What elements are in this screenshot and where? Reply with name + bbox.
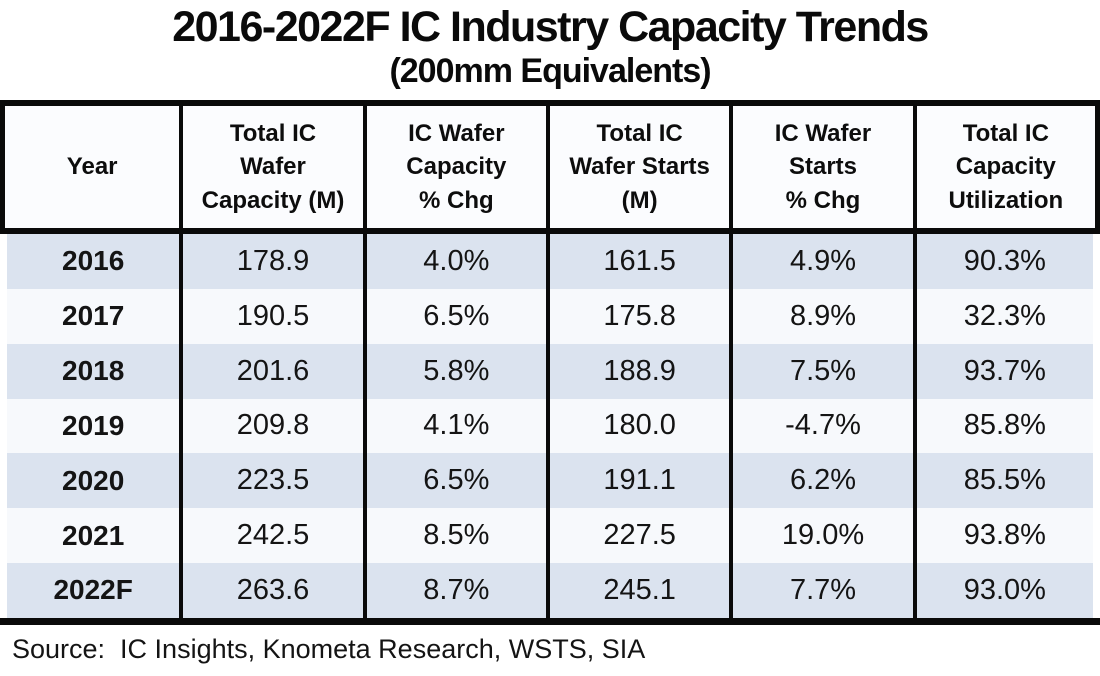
value-cell: 4.0% [366, 234, 550, 289]
year-cell: 2017 [0, 288, 184, 344]
value-cell: 6.5% [366, 453, 550, 509]
value-cell: 85.8% [916, 398, 1100, 454]
column-header-ic-wafer-capacity-chg: IC Wafer Capacity % Chg [366, 106, 550, 228]
value-cell: 4.1% [366, 398, 550, 454]
table-row-2022F: 2022F 263.6 8.7% 245.1 7.7% 93.0% [0, 563, 1100, 618]
value-cell: 190.5 [183, 288, 367, 344]
column-header-total-ic-wafer-starts: Total IC Wafer Starts (M) [549, 106, 734, 228]
table-row-2019: 2019 209.8 4.1% 180.0 -4.7% 85.8% [0, 398, 1100, 454]
value-cell: 93.7% [916, 343, 1100, 399]
value-cell: 201.6 [183, 343, 367, 399]
table-body: 2016 178.9 4.0% 161.5 4.9% 90.3% 2017 19… [0, 234, 1100, 618]
column-header-ic-wafer-starts-chg: IC Wafer Starts % Chg [733, 106, 917, 228]
value-cell: 7.5% [733, 343, 917, 399]
column-header-total-ic-wafer-capacity: Total IC Wafer Capacity (M) [183, 106, 367, 228]
table-row-2020: 2020 223.5 6.5% 191.1 6.2% 85.5% [0, 453, 1100, 509]
value-cell: 8.7% [366, 563, 550, 618]
page-title: 2016-2022F IC Industry Capacity Trends [172, 3, 929, 51]
year-cell: 2020 [0, 453, 184, 509]
value-cell: 263.6 [183, 563, 367, 618]
year-cell: 2016 [0, 234, 184, 289]
value-cell: 8.9% [733, 288, 917, 344]
value-cell: 227.5 [549, 508, 734, 564]
value-cell: 180.0 [549, 398, 734, 454]
source-line: Source: IC Insights, Knometa Research, W… [0, 625, 1100, 675]
value-cell: 188.9 [549, 343, 734, 399]
value-cell: 32.3% [916, 288, 1100, 344]
table-bottom-border [0, 617, 1100, 625]
value-cell: -4.7% [733, 398, 917, 454]
value-cell: 93.0% [916, 563, 1100, 618]
value-cell: 90.3% [916, 234, 1100, 289]
year-cell: 2018 [0, 343, 184, 399]
value-cell: 6.5% [366, 288, 550, 344]
year-cell: 2019 [0, 398, 184, 454]
table-row-2017: 2017 190.5 6.5% 175.8 8.9% 32.3% [0, 288, 1100, 344]
value-cell: 245.1 [549, 563, 734, 618]
column-header-year: Year [0, 106, 184, 228]
table-header-row: Year Total IC Wafer Capacity (M) IC Wafe… [0, 100, 1100, 234]
source-text: Source: IC Insights, Knometa Research, W… [12, 634, 646, 665]
value-cell: 8.5% [366, 508, 550, 564]
value-cell: 19.0% [733, 508, 917, 564]
title-block: 2016-2022F IC Industry Capacity Trends (… [0, 0, 1100, 100]
value-cell: 209.8 [183, 398, 367, 454]
value-cell: 93.8% [916, 508, 1100, 564]
value-cell: 175.8 [549, 288, 734, 344]
value-cell: 4.9% [733, 234, 917, 289]
table-row-2018: 2018 201.6 5.8% 188.9 7.5% 93.7% [0, 343, 1100, 399]
value-cell: 191.1 [549, 453, 734, 509]
value-cell: 223.5 [183, 453, 367, 509]
value-cell: 5.8% [366, 343, 550, 399]
column-header-total-ic-capacity-utilization: Total IC Capacity Utilization [916, 106, 1100, 228]
value-cell: 242.5 [183, 508, 367, 564]
page-subtitle: (200mm Equivalents) [389, 51, 711, 90]
value-cell: 178.9 [183, 234, 367, 289]
table-row-2021: 2021 242.5 8.5% 227.5 19.0% 93.8% [0, 508, 1100, 564]
value-cell: 85.5% [916, 453, 1100, 509]
year-cell: 2021 [0, 508, 184, 564]
year-cell: 2022F [0, 563, 184, 618]
value-cell: 7.7% [733, 563, 917, 618]
value-cell: 6.2% [733, 453, 917, 509]
value-cell: 161.5 [549, 234, 734, 289]
table-row-2016: 2016 178.9 4.0% 161.5 4.9% 90.3% [0, 234, 1100, 289]
